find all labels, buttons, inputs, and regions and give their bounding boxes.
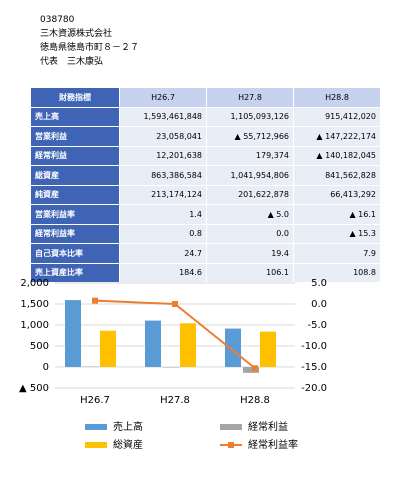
cell: 213,174,124	[119, 184, 207, 205]
bar	[180, 323, 196, 367]
financial-table: 財務指標 H26.7 H27.8 H28.8 売上高 1,593,461,848 1,105…	[30, 87, 381, 283]
bar	[260, 331, 276, 367]
column-header: H27.8	[206, 87, 294, 108]
cell: 7.9	[293, 243, 381, 264]
cell: ▲ 147,222,174	[293, 126, 381, 147]
table-row: 営業利益率 1.4 ▲ 5.0 ▲ 16.1	[30, 204, 381, 225]
bar	[163, 366, 179, 368]
x-tick-label: H26.7	[80, 395, 110, 406]
legend-label: 経常利益率	[248, 438, 298, 451]
cell: 179,374	[206, 145, 294, 166]
cell: 841,562,828	[293, 165, 381, 186]
legend-label: 総資産	[113, 438, 143, 451]
address: 徳島県徳島市町８－２７	[40, 43, 140, 53]
cell: ▲ 5.0	[206, 204, 294, 225]
representative: 代表 三木康弘	[40, 57, 104, 67]
bar	[243, 367, 259, 373]
cell: 915,412,020	[293, 106, 381, 127]
legend-label: 経常利益	[248, 420, 288, 433]
bar	[100, 330, 116, 367]
y-tick-label: ▲ 500	[19, 383, 49, 394]
line-marker	[92, 297, 98, 304]
cell: 184.6	[119, 262, 207, 283]
cell: 0.8	[119, 223, 207, 244]
column-header: H26.7	[119, 87, 207, 108]
cell: 1,593,461,848	[119, 106, 207, 127]
cell: ▲ 15.3	[293, 223, 381, 244]
y-tick-label: 1,500	[20, 299, 49, 310]
cell: 66,413,292	[293, 184, 381, 205]
table-row: 総資産 863,386,584 1,041,954,806 841,562,828	[30, 165, 381, 186]
row-label: 売上高	[30, 106, 120, 127]
row-label: 経常利益率	[30, 223, 120, 244]
header-row: 財務指標 H26.7 H27.8 H28.8	[30, 87, 381, 108]
y2-tick-label: -5.0	[307, 320, 327, 331]
legend-swatch	[85, 442, 107, 448]
y-tick-label: 2,000	[20, 278, 49, 289]
cell: 23,058,041	[119, 126, 207, 147]
cell: 106.1	[206, 262, 294, 283]
table-row: 営業利益 23,058,041 ▲ 55,712,966 ▲ 147,222,174	[30, 126, 381, 147]
cell: 1,041,954,806	[206, 165, 294, 186]
cell: 24.7	[119, 243, 207, 264]
legend-swatch	[85, 424, 107, 430]
cell: 108.8	[293, 262, 381, 283]
cell: 12,201,638	[119, 145, 207, 166]
y-tick-label: 500	[30, 341, 49, 352]
cell: 1,105,093,126	[206, 106, 294, 127]
cell: ▲ 140,182,045	[293, 145, 381, 166]
y2-tick-label: -15.0	[301, 362, 327, 373]
legend-swatch	[220, 424, 242, 430]
row-label: 自己資本比率	[30, 243, 120, 264]
y2-tick-label: 0.0	[311, 299, 327, 310]
chart: 2,000 1,500 1,000 500 0 ▲ 500 5.0 0.0 -5.0 -10.0 -…	[19, 278, 327, 451]
y2-tick-label: 5.0	[311, 278, 327, 289]
table-row: 純資産 213,174,124 201,622,878 66,413,292	[30, 184, 381, 205]
row-label: 純資産	[30, 184, 120, 205]
bar	[65, 300, 81, 367]
company: 三木資源株式会社	[40, 29, 113, 39]
cell: 1.4	[119, 204, 207, 225]
y-tick-label: 0	[43, 362, 49, 373]
table-row: 経常利益 12,201,638 179,374 ▲ 140,182,045	[30, 145, 381, 166]
table-row: 売上資産比率 184.6 106.1 108.8	[30, 262, 381, 283]
table-row: 自己資本比率 24.7 19.4 7.9	[30, 243, 381, 264]
column-header: 財務指標	[30, 87, 120, 108]
line-marker	[252, 365, 258, 372]
legend-label: 売上高	[113, 420, 143, 433]
y-tick-label: 1,000	[20, 320, 49, 331]
cell: ▲ 55,712,966	[206, 126, 294, 147]
x-tick-label: H27.8	[160, 395, 190, 406]
y2-tick-label: -10.0	[301, 341, 327, 352]
code: 038780	[40, 15, 75, 25]
cell: 19.4	[206, 243, 294, 264]
bar	[225, 328, 241, 367]
cell: 863,386,584	[119, 165, 207, 186]
cell: 201,622,878	[206, 184, 294, 205]
row-label: 総資産	[30, 165, 120, 186]
row-label: 売上資産比率	[30, 262, 120, 283]
bar	[145, 320, 161, 367]
legend-marker	[228, 442, 234, 448]
cell: ▲ 16.1	[293, 204, 381, 225]
row-label: 営業利益率	[30, 204, 120, 225]
y2-tick-label: -20.0	[301, 383, 327, 394]
x-tick-label: H28.8	[240, 395, 270, 406]
table-row: 売上高 1,593,461,848 1,105,093,126 915,412,020	[30, 106, 381, 127]
cell: 0.0	[206, 223, 294, 244]
row-label: 営業利益	[30, 126, 120, 147]
table-row: 経常利益率 0.8 0.0 ▲ 15.3	[30, 223, 381, 244]
row-label: 経常利益	[30, 145, 120, 166]
column-header: H28.8	[293, 87, 381, 108]
bar	[83, 366, 99, 367]
line-marker	[172, 301, 178, 307]
